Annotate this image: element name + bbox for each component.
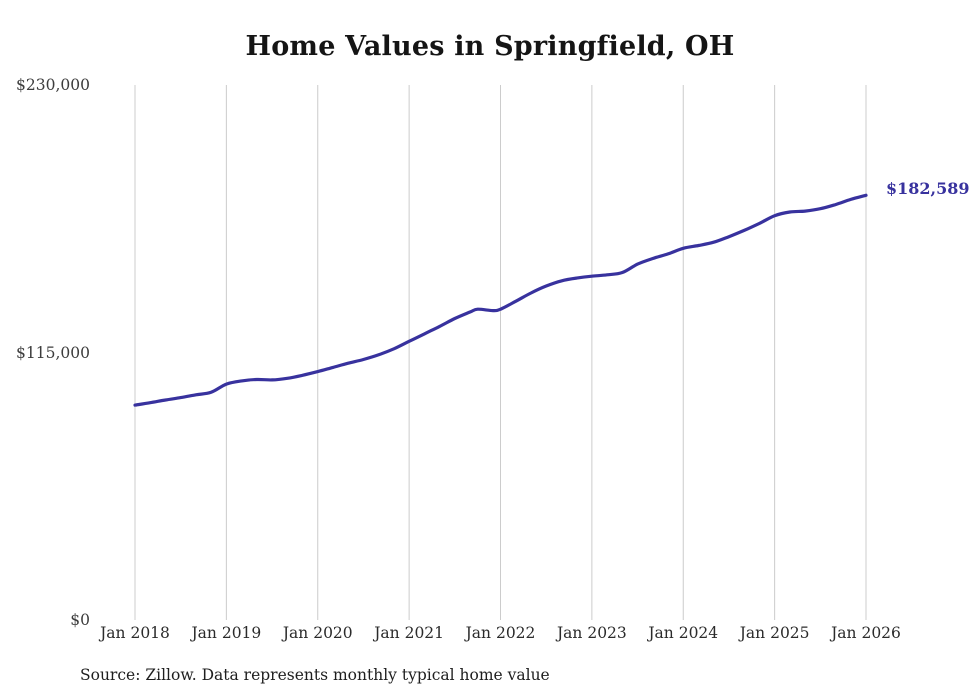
x-tick-label: Jan 2024 [648,624,719,642]
chart-title: Home Values in Springfield, OH [245,31,735,62]
y-tick-label: $230,000 [16,76,90,94]
value-line [133,193,868,407]
x-tick-label: Jan 2022 [465,624,536,642]
x-tick-label: Jan 2025 [739,624,810,642]
x-tick-label: Jan 2019 [191,624,262,642]
y-tick-label: $0 [70,611,90,629]
last-value-label: $182,589 [886,179,970,199]
x-tick-label: Jan 2018 [100,624,170,642]
x-tick-label: Jan 2026 [831,624,901,642]
x-tick-label: Jan 2020 [282,624,353,642]
y-tick-label: $115,000 [16,343,90,362]
x-tick-label: Jan 2023 [556,624,627,642]
x-tick-label: Jan 2021 [374,624,445,642]
source-note: Source: Zillow. Data represents monthly … [80,666,550,684]
